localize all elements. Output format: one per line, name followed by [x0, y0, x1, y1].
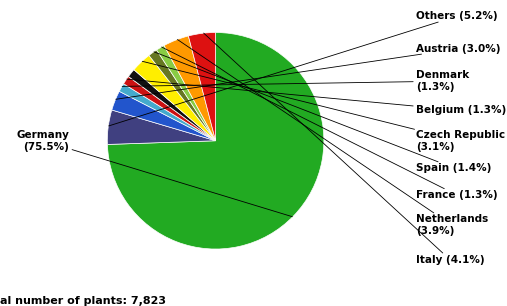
Text: Czech Republic
(3.1%): Czech Republic (3.1%): [142, 61, 505, 151]
Wedge shape: [134, 55, 215, 141]
Wedge shape: [157, 46, 215, 141]
Wedge shape: [128, 70, 215, 141]
Text: Netherlands
(3.9%): Netherlands (3.9%): [177, 39, 488, 236]
Text: Spain (1.4%): Spain (1.4%): [154, 52, 491, 173]
Wedge shape: [149, 50, 215, 141]
Text: Denmark
(1.3%): Denmark (1.3%): [122, 70, 469, 92]
Wedge shape: [189, 32, 215, 141]
Wedge shape: [119, 84, 215, 141]
Text: Germany
(75.5%): Germany (75.5%): [17, 130, 293, 217]
Wedge shape: [107, 110, 215, 144]
Text: France (1.3%): France (1.3%): [162, 47, 497, 200]
Wedge shape: [124, 76, 215, 141]
Text: Others (5.2%): Others (5.2%): [108, 11, 497, 126]
Text: Italy (4.1%): Italy (4.1%): [204, 33, 485, 265]
Text: Austria (3.0%): Austria (3.0%): [116, 44, 500, 99]
Wedge shape: [164, 36, 215, 141]
Wedge shape: [107, 32, 324, 249]
Wedge shape: [112, 91, 215, 141]
Text: Belgium (1.3%): Belgium (1.3%): [127, 79, 506, 115]
Text: al number of plants: 7,823: al number of plants: 7,823: [0, 296, 166, 306]
